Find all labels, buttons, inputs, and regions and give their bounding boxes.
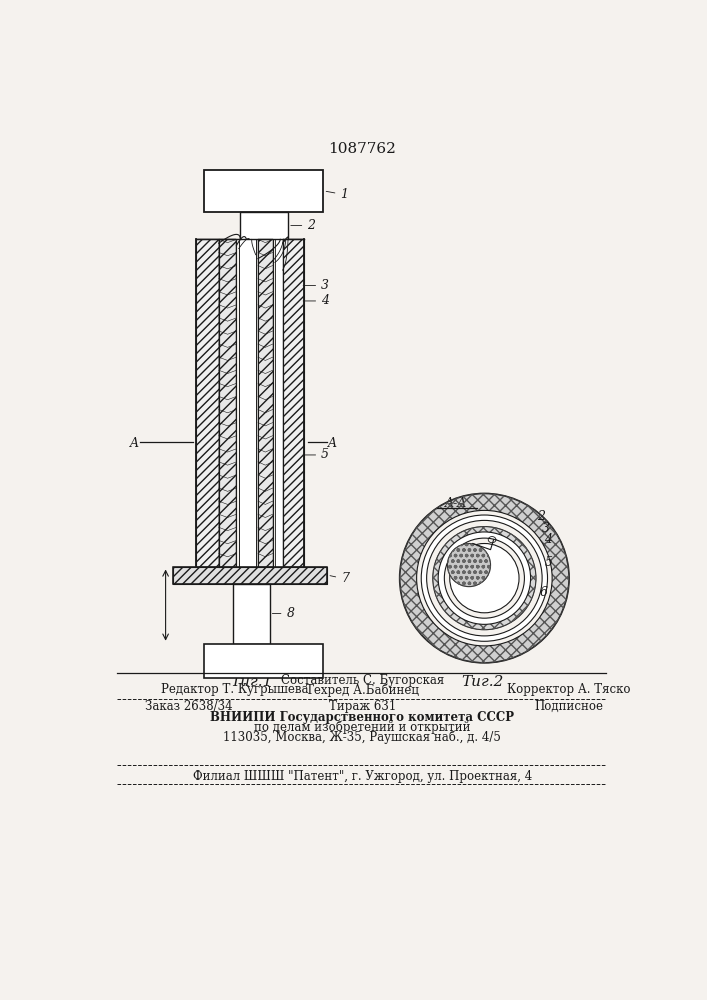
Bar bbox=[258, 239, 273, 567]
Circle shape bbox=[426, 520, 542, 636]
Bar bbox=[233, 584, 269, 644]
Text: Составитель С. Бугорская: Составитель С. Бугорская bbox=[281, 674, 444, 687]
Text: 4: 4 bbox=[303, 294, 329, 307]
Text: Филиал ШШШ "Патент", г. Ужгород, ул. Проектная, 4: Филиал ШШШ "Патент", г. Ужгород, ул. Про… bbox=[193, 770, 532, 783]
Bar bbox=[258, 239, 273, 567]
Text: ВНИИПИ Государственного комитета СССР: ВНИИПИ Государственного комитета СССР bbox=[211, 711, 514, 724]
Bar bbox=[173, 567, 327, 584]
Circle shape bbox=[399, 493, 569, 663]
Text: Корректор А. Тяско: Корректор А. Тяско bbox=[508, 683, 631, 696]
Bar bbox=[283, 239, 304, 567]
Text: 4: 4 bbox=[544, 533, 552, 546]
Text: 2: 2 bbox=[537, 510, 544, 523]
Text: 8: 8 bbox=[272, 607, 295, 620]
Bar bbox=[239, 239, 256, 567]
Text: Τиг.1: Τиг.1 bbox=[230, 675, 273, 689]
Bar bbox=[240, 212, 288, 239]
Bar bbox=[173, 567, 327, 584]
Text: 1: 1 bbox=[326, 188, 349, 201]
Text: Подписное: Подписное bbox=[534, 700, 604, 713]
Bar bbox=[283, 239, 304, 567]
Text: 113035, Москва, Ж-35, Раушская наб., д. 4/5: 113035, Москва, Ж-35, Раушская наб., д. … bbox=[223, 731, 501, 744]
Circle shape bbox=[416, 510, 552, 646]
Text: по делам изобретений и открытий: по делам изобретений и открытий bbox=[254, 721, 471, 734]
Bar bbox=[197, 239, 218, 567]
Text: 3: 3 bbox=[542, 522, 550, 535]
Circle shape bbox=[433, 527, 536, 630]
Bar bbox=[239, 239, 256, 567]
Text: Редактор Т. Кугрышева: Редактор Т. Кугрышева bbox=[161, 683, 308, 696]
Text: 3: 3 bbox=[303, 279, 329, 292]
Text: 1087762: 1087762 bbox=[328, 142, 397, 156]
Bar bbox=[275, 239, 283, 567]
Text: Техред А.Бабинец: Техред А.Бабинец bbox=[306, 683, 419, 697]
Circle shape bbox=[450, 544, 519, 613]
Text: 5: 5 bbox=[303, 448, 329, 461]
Text: A: A bbox=[130, 437, 139, 450]
Circle shape bbox=[448, 544, 491, 587]
Bar bbox=[218, 239, 236, 567]
Text: Заказ 2638/34: Заказ 2638/34 bbox=[145, 700, 232, 713]
Circle shape bbox=[438, 532, 530, 624]
Bar bbox=[218, 239, 236, 567]
Text: 6: 6 bbox=[540, 586, 548, 599]
Text: 5: 5 bbox=[544, 556, 552, 569]
Text: 2: 2 bbox=[291, 219, 315, 232]
Bar bbox=[204, 644, 324, 678]
Text: 7: 7 bbox=[330, 572, 349, 585]
Circle shape bbox=[444, 538, 525, 618]
Text: Тираж 631: Тираж 631 bbox=[329, 700, 396, 713]
Text: A: A bbox=[328, 437, 337, 450]
Text: Τиг.2: Τиг.2 bbox=[462, 675, 504, 689]
Bar bbox=[197, 239, 218, 567]
Bar bbox=[204, 170, 324, 212]
Bar bbox=[239, 239, 256, 567]
Text: A-A: A-A bbox=[445, 497, 467, 510]
Bar bbox=[173, 567, 327, 584]
Circle shape bbox=[421, 515, 547, 641]
